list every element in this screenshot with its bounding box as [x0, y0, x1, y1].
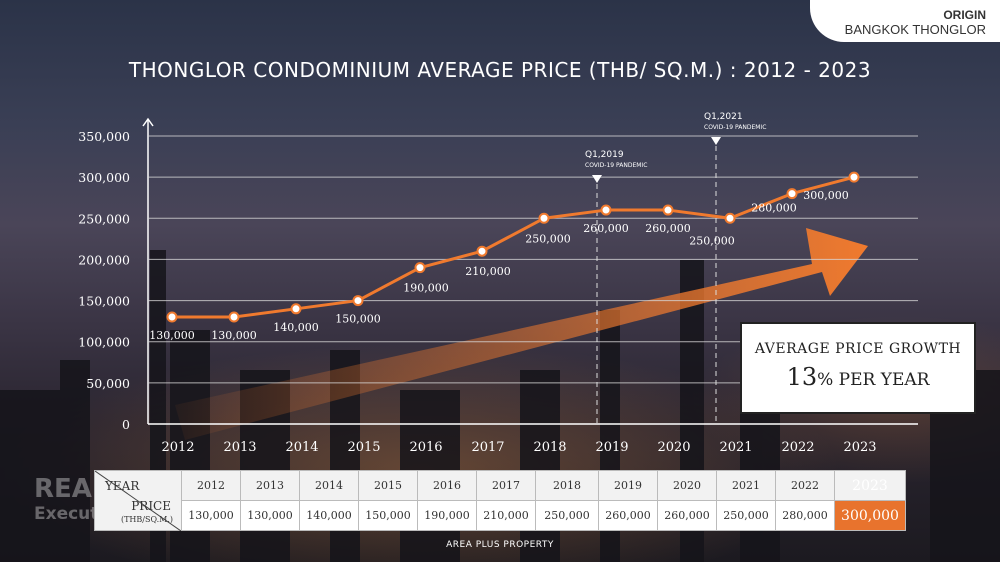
data-label: 280,000 [751, 202, 797, 215]
price-cell: 250,000 [716, 500, 776, 531]
data-point [662, 204, 674, 216]
price-cell: 210,000 [476, 500, 536, 531]
x-tick-label: 2017 [471, 440, 504, 455]
x-tick-label: 2018 [533, 440, 566, 455]
growth-value: 13% PER YEAR [742, 357, 974, 391]
price-cell: 260,000 [598, 500, 658, 531]
brand-line1: ORIGIN [943, 8, 986, 22]
data-label: 300,000 [803, 189, 849, 202]
price-cell: 150,000 [358, 500, 418, 531]
x-tick-label: 2016 [409, 440, 442, 455]
year-cell: 2012 [181, 470, 241, 501]
x-tick-label: 2020 [657, 440, 690, 455]
data-label: 130,000 [211, 329, 257, 342]
y-tick-label: 350,000 [78, 129, 130, 144]
data-label: 140,000 [273, 321, 319, 334]
data-point [848, 171, 860, 183]
growth-unit: % PER YEAR [817, 370, 930, 390]
annotation-subtitle: COVID-19 PANDEMIC [704, 124, 766, 131]
series-line [172, 175, 855, 319]
annotation-marker [711, 137, 721, 145]
price-cell: 300,000 [834, 500, 906, 531]
source-credit: AREA PLUS PROPERTY [446, 540, 554, 550]
data-point [414, 262, 426, 274]
table-corner: YEAR PRICE (THB/SQ.M.) [94, 470, 182, 531]
data-point [290, 303, 302, 315]
year-cell: 2017 [476, 470, 536, 501]
price-cell: 260,000 [657, 500, 717, 531]
data-label: 210,000 [465, 265, 511, 278]
annotation-marker [592, 175, 602, 183]
price-cell: 250,000 [535, 500, 599, 531]
data-point [538, 212, 550, 224]
x-tick-label: 2019 [595, 440, 628, 455]
corner-price: PRICE [131, 499, 171, 513]
line-chart: 0 50,000 100,000 150,000 200,000 250,000 300,0… [78, 112, 918, 455]
x-tick-label: 2013 [223, 440, 256, 455]
data-label: 190,000 [403, 282, 449, 295]
x-tick-label: 2014 [285, 440, 318, 455]
data-label: 130,000 [149, 329, 195, 342]
year-row: YEAR PRICE (THB/SQ.M.) 2012 2013 2014 2015 2… [94, 470, 906, 531]
y-tick-label: 200,000 [78, 252, 130, 267]
corner-unit: (THB/SQ.M.) [120, 515, 173, 524]
annotation-title: Q1,2021 [704, 112, 743, 122]
year-cell: 2020 [657, 470, 717, 501]
x-tick-label: 2015 [347, 440, 380, 455]
price-row: 130,000 130,000 140,000 150,000 190,000 210,0… [95, 500, 906, 531]
data-point [166, 311, 178, 323]
y-tick-label: 250,000 [78, 211, 130, 226]
year-cell: 2018 [535, 470, 599, 501]
price-table: YEAR PRICE (THB/SQ.M.) 2012 2013 2014 2015 2… [94, 470, 906, 531]
price-cell: 190,000 [417, 500, 477, 531]
year-cell: 2016 [417, 470, 477, 501]
growth-label: AVERAGE PRICE GROWTH [754, 341, 962, 357]
annotation-title: Q1,2019 [585, 150, 624, 160]
y-tick-label: 100,000 [78, 335, 130, 350]
data-label: 150,000 [335, 313, 381, 326]
data-label: 260,000 [583, 222, 629, 235]
year-cell: 2023 [834, 470, 906, 501]
growth-callout: AVERAGE PRICE GROWTH 13% PER YEAR [740, 322, 976, 414]
data-point [228, 311, 240, 323]
data-point [352, 295, 364, 307]
year-cell: 2015 [358, 470, 418, 501]
price-cell: 280,000 [775, 500, 835, 531]
data-point [476, 245, 488, 257]
x-tick-label: 2022 [781, 440, 814, 455]
data-point [786, 188, 798, 200]
chart-title: THONGLOR CONDOMINIUM AVERAGE PRICE (THB/… [128, 58, 872, 82]
year-cell: 2013 [240, 470, 300, 501]
data-label: 260,000 [645, 222, 691, 235]
data-label: 250,000 [689, 234, 735, 247]
brand-badge: ORIGIN BANGKOK THONGLOR [810, 0, 1000, 42]
data-point [600, 204, 612, 216]
year-cell: 2022 [775, 470, 835, 501]
corner-year: YEAR [105, 479, 140, 493]
price-cell: 140,000 [299, 500, 359, 531]
growth-arrow [175, 228, 868, 440]
data-label: 250,000 [525, 232, 571, 245]
watermark-subtext: Execut [34, 504, 99, 524]
y-tick-label: 0 [122, 417, 130, 432]
x-tick-label: 2023 [843, 440, 876, 455]
y-tick-label: 50,000 [86, 376, 130, 391]
year-cell: 2019 [598, 470, 658, 501]
y-tick-label: 150,000 [78, 294, 130, 309]
year-cell: 2014 [299, 470, 359, 501]
annotation-subtitle: COVID-19 PANDEMIC [585, 162, 647, 169]
price-cell: 130,000 [240, 500, 300, 531]
growth-number: 13 [786, 363, 818, 391]
data-point [724, 212, 736, 224]
price-cell: 130,000 [181, 500, 241, 531]
year-cell: 2021 [716, 470, 776, 501]
brand-line2: BANGKOK THONGLOR [844, 22, 986, 37]
y-tick-label: 300,000 [78, 170, 130, 185]
y-axis-arrowhead [142, 117, 154, 127]
x-tick-label: 2021 [719, 440, 752, 455]
x-tick-label: 2012 [161, 440, 194, 455]
